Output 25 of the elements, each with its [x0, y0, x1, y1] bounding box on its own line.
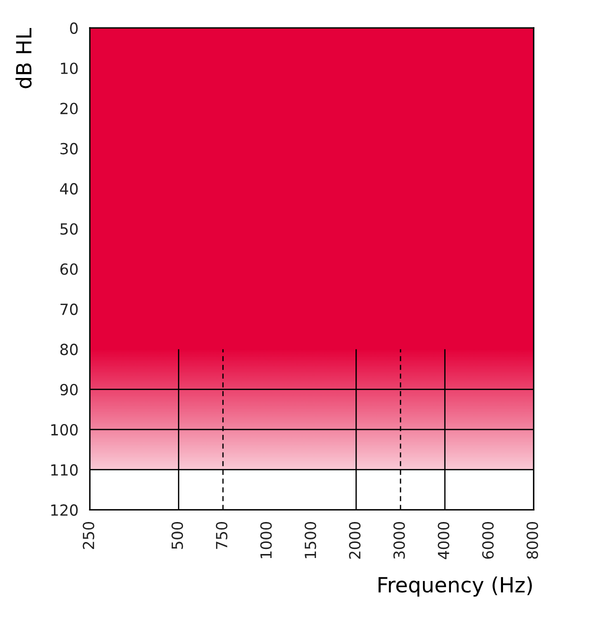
x-tick-label: 4000 — [438, 522, 450, 560]
x-tick-label: 1000 — [260, 522, 272, 558]
x-tick-label: 2000 — [349, 522, 361, 559]
y-tick-label: 110 — [51, 464, 78, 476]
x-tick-label: 750 — [216, 522, 228, 549]
x-tick-label: 500 — [171, 522, 184, 549]
y-tick-label: 120 — [51, 504, 78, 516]
y-axis-title: dB HL — [16, 28, 32, 88]
y-tick-label: 30 — [60, 142, 78, 154]
y-tick-label: 0 — [70, 22, 78, 34]
y-tick-label: 40 — [60, 183, 78, 195]
x-tick-label: 1500 — [304, 522, 316, 558]
x-tick-label: 3000 — [393, 522, 405, 559]
y-tick-label: 90 — [60, 384, 78, 396]
y-tick-label: 60 — [60, 263, 78, 275]
x-axis-title: Frequency (Hz) — [378, 576, 532, 597]
x-tick-label: 6000 — [482, 522, 494, 559]
y-tick-label: 100 — [51, 424, 78, 436]
y-tick-label: 80 — [60, 344, 78, 356]
y-tick-label: 50 — [60, 223, 78, 235]
y-tick-label: 20 — [60, 102, 78, 114]
y-tick-label: 10 — [60, 62, 78, 74]
x-tick-label: 250 — [82, 522, 94, 549]
x-tick-label: 8000 — [526, 522, 538, 559]
y-tick-label: 70 — [60, 304, 78, 316]
